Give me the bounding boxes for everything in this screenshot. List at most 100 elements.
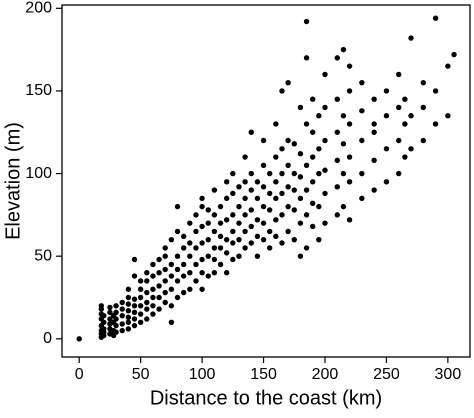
point [322,220,328,226]
point [144,289,150,296]
point [230,228,236,235]
point [279,240,285,246]
point [113,322,119,329]
point [156,306,162,312]
point [291,236,297,243]
point [359,108,365,114]
point [322,167,328,173]
point [162,253,168,259]
point [107,316,113,322]
point [168,261,175,268]
point [346,63,353,69]
point [205,207,211,213]
point [266,170,273,177]
point [383,146,390,152]
point [150,261,156,268]
point [217,220,224,226]
point [199,195,205,202]
x-tick-label: 50 [132,366,150,383]
point [291,141,297,147]
point [174,228,181,235]
point [260,184,267,190]
point [322,137,328,144]
point [150,311,156,317]
point [180,245,187,251]
point [309,223,316,230]
point [223,179,230,185]
point [297,104,304,111]
point [193,261,199,268]
point [254,217,261,223]
point [131,322,138,329]
point [217,233,224,240]
point [101,319,107,325]
point [150,286,156,292]
point [303,245,310,251]
point [101,312,107,319]
point [402,154,408,160]
point [131,296,138,302]
x-tick-label: 0 [75,366,84,383]
point [309,96,316,102]
y-tick-label: 50 [34,247,52,264]
point [211,270,218,276]
point [223,217,230,223]
point [303,18,310,25]
point [266,190,273,197]
point [168,273,175,279]
point [144,278,150,284]
point [303,212,310,218]
point [230,256,236,263]
point [162,278,168,284]
point [144,306,150,312]
point [322,71,328,78]
point [371,157,377,164]
point [131,273,138,279]
point [402,121,408,127]
point [291,170,297,177]
point [187,270,193,276]
point [180,261,187,268]
point [125,294,132,301]
point [285,162,291,169]
point [408,35,414,41]
point [451,51,457,58]
point [273,195,279,202]
point [285,137,291,144]
point [119,312,125,319]
point [316,113,322,119]
point [223,195,230,202]
point [297,174,304,180]
point [383,113,390,119]
point [131,316,138,322]
point [174,266,181,273]
y-tick-label: 150 [25,82,52,99]
point [322,104,328,111]
x-tick-label: 300 [435,366,462,383]
point [193,278,199,284]
point [273,154,279,160]
point [187,286,193,292]
point [371,121,377,127]
point [279,170,285,177]
point [359,170,365,177]
point [156,283,162,289]
point [408,146,414,152]
point [279,88,285,94]
point [223,250,230,256]
point [168,303,175,309]
point [242,228,248,235]
point [303,162,310,169]
point [254,179,261,185]
point [125,326,132,332]
point [125,286,132,292]
point [187,253,193,259]
point [217,245,224,251]
point [131,303,138,309]
point [174,253,181,259]
point [242,245,248,251]
point [340,203,347,210]
point [396,170,402,177]
point [383,88,390,94]
